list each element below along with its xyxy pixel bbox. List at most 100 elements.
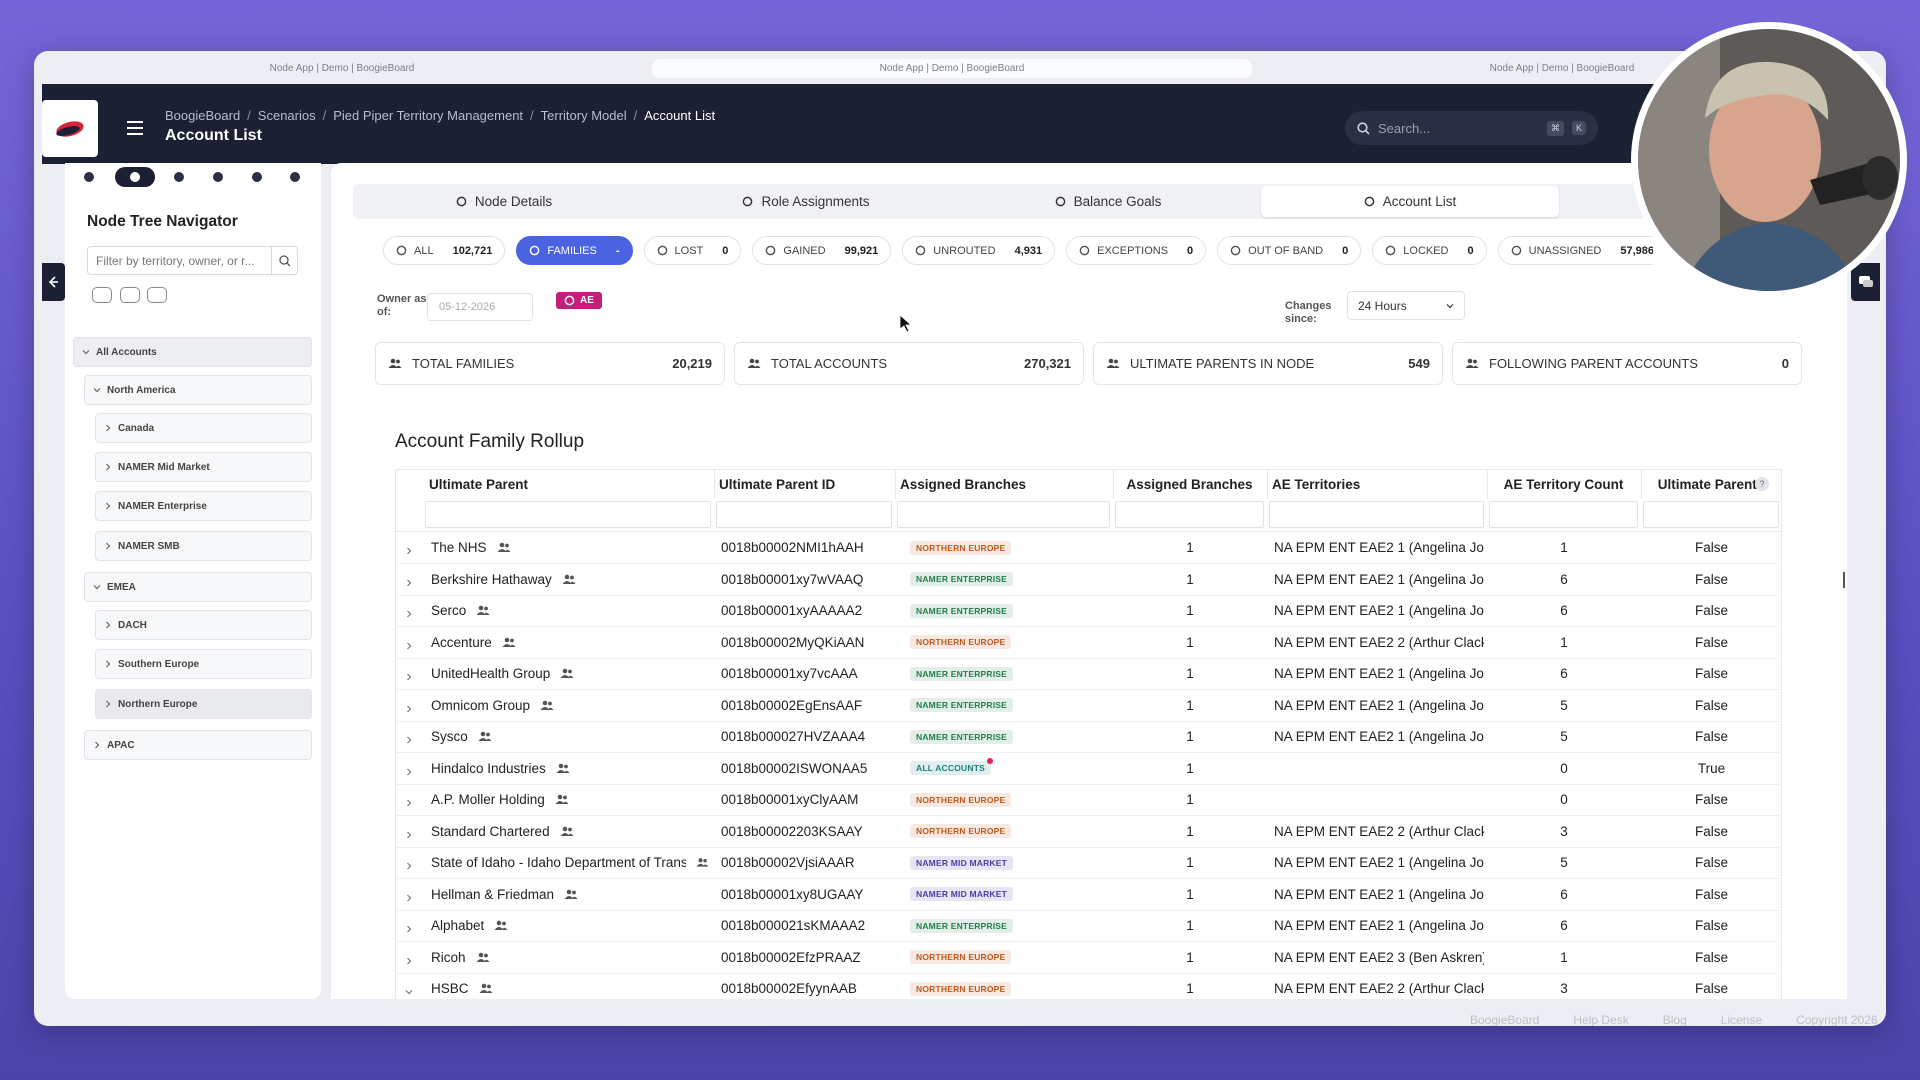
parent-name[interactable]: The NHS xyxy=(431,540,487,555)
breadcrumb[interactable]: BoogieBoard xyxy=(165,108,241,123)
footer-link[interactable]: Blog xyxy=(1662,1013,1687,1026)
tree-node[interactable]: NAMER Mid Market xyxy=(95,452,312,482)
parent-name[interactable]: Serco xyxy=(431,603,467,618)
tree-node[interactable]: Canada xyxy=(95,413,312,443)
parent-name[interactable]: HSBC xyxy=(431,981,469,996)
breadcrumb[interactable]: Pied Piper Territory Management xyxy=(333,108,524,123)
changes-select[interactable]: 24 Hours xyxy=(1347,291,1465,320)
filter-chip[interactable]: UNROUTED 4,931 xyxy=(902,236,1056,265)
tree-node[interactable]: Southern Europe xyxy=(95,649,312,679)
sidebar-tab[interactable] xyxy=(237,167,277,187)
parent-name[interactable]: Omnicom Group xyxy=(431,697,531,713)
tab[interactable]: Role Assignments xyxy=(657,186,955,217)
collapse-handle[interactable] xyxy=(42,263,65,301)
tree-node-label: EMEA xyxy=(107,581,136,593)
row-expander[interactable] xyxy=(405,889,415,901)
tree-node[interactable]: APAC xyxy=(84,730,312,760)
column-header[interactable]: Assigned Branches xyxy=(900,476,1027,492)
column-filter[interactable] xyxy=(1643,501,1779,528)
parent-name[interactable]: UnitedHealth Group xyxy=(431,666,551,681)
row-expander[interactable] xyxy=(405,542,415,555)
sidebar-tab[interactable] xyxy=(275,167,315,187)
tree-tool-button[interactable] xyxy=(92,287,112,303)
row-expander[interactable] xyxy=(405,605,415,618)
tree-tool-button[interactable] xyxy=(147,287,167,303)
column-filter[interactable] xyxy=(1115,501,1264,528)
sidebar-tab[interactable] xyxy=(198,167,238,187)
breadcrumb[interactable]: Territory Model xyxy=(540,108,627,123)
footer-link[interactable]: License xyxy=(1720,1013,1763,1026)
parent-name[interactable]: Accenture xyxy=(431,634,492,650)
column-header[interactable]: Ultimate Parent I xyxy=(1657,476,1765,492)
browser-tab[interactable]: Node App | Demo | BoogieBoard xyxy=(1489,63,1635,74)
row-expander[interactable] xyxy=(405,763,415,775)
tab[interactable]: Node Details xyxy=(355,186,653,217)
browser-tab[interactable]: Node App | Demo | BoogieBoard xyxy=(269,63,415,74)
parent-id: 0018b00002ISWONAA5 xyxy=(721,760,868,776)
sidebar-tab[interactable] xyxy=(69,167,109,187)
tab[interactable]: Balance Goals xyxy=(959,186,1257,217)
row-expander[interactable] xyxy=(405,952,415,964)
tree-node[interactable]: DACH xyxy=(95,610,312,640)
sidebar-tab[interactable] xyxy=(115,167,155,187)
filter-chip[interactable]: OUT OF BAND 0 xyxy=(1217,236,1362,265)
column-filter[interactable] xyxy=(1489,501,1638,528)
column-header[interactable]: AE Territory Count xyxy=(1503,476,1624,492)
filter-chip[interactable]: LOST 0 xyxy=(643,236,742,265)
column-header[interactable]: Assigned Branches xyxy=(1126,476,1253,492)
row-expander[interactable] xyxy=(405,920,415,933)
parent-name[interactable]: Hellman & Friedman xyxy=(431,886,555,902)
parent-name[interactable]: State of Idaho - Idaho Department of Tra… xyxy=(431,855,687,870)
menu-button[interactable] xyxy=(127,120,145,136)
tree-node[interactable]: Northern Europe xyxy=(95,689,312,719)
tree-node[interactable]: NAMER SMB xyxy=(95,531,312,561)
column-header[interactable]: Ultimate Parent xyxy=(429,476,529,492)
parent-name[interactable]: Berkshire Hathaway xyxy=(431,571,552,587)
column-header[interactable]: Ultimate Parent ID xyxy=(719,476,836,492)
row-expander[interactable] xyxy=(405,700,415,712)
row-expander[interactable] xyxy=(405,794,415,807)
parent-name[interactable]: Sysco xyxy=(431,729,468,744)
parent-name[interactable]: Ricoh xyxy=(431,949,466,965)
owner-badge[interactable]: AE xyxy=(556,292,602,309)
breadcrumb[interactable]: Scenarios xyxy=(257,108,316,123)
tree-node[interactable]: EMEA xyxy=(84,572,312,602)
filter-chip[interactable]: FAMILIES - xyxy=(516,236,633,265)
search-box[interactable]: Search... ⌘ K xyxy=(1345,111,1598,145)
owner-date[interactable]: 05-12-2026 xyxy=(427,293,533,321)
parent-name[interactable]: Alphabet xyxy=(431,918,485,933)
sidebar-tab[interactable] xyxy=(159,167,199,187)
row-expander[interactable] xyxy=(405,826,415,838)
column-filter[interactable] xyxy=(425,501,711,528)
filter-chip[interactable]: UNASSIGNED 57,986 xyxy=(1497,236,1653,265)
tree-node[interactable]: NAMER Enterprise xyxy=(95,491,312,521)
column-filter[interactable] xyxy=(1269,501,1484,528)
row-expander[interactable] xyxy=(405,668,415,681)
row-expander[interactable] xyxy=(405,731,415,744)
tree-node[interactable]: North America xyxy=(84,375,312,405)
column-filter[interactable] xyxy=(716,501,892,528)
row-expander[interactable] xyxy=(405,857,415,870)
parent-name[interactable]: A.P. Moller Holding xyxy=(431,792,545,807)
column-header[interactable]: AE Territories xyxy=(1272,476,1361,492)
row-expander[interactable] xyxy=(405,637,415,649)
filter-chip[interactable]: GAINED 99,921 xyxy=(752,236,892,265)
filter-chip[interactable]: ALL 102,721 xyxy=(383,236,506,265)
tree-filter[interactable]: Filter by territory, owner, or r... xyxy=(87,246,298,275)
column-filter[interactable] xyxy=(897,501,1110,528)
parent-name[interactable]: Hindalco Industries xyxy=(431,760,546,776)
row-expander[interactable] xyxy=(405,574,415,586)
row-expander[interactable] xyxy=(405,983,415,995)
chat-handle[interactable] xyxy=(1851,263,1880,301)
tree-node[interactable]: All Accounts xyxy=(73,337,312,367)
tab[interactable]: Account List xyxy=(1261,186,1559,217)
parent-name[interactable]: Standard Chartered xyxy=(431,823,550,839)
filter-chip[interactable]: EXCEPTIONS 0 xyxy=(1066,236,1207,265)
browser-tab[interactable]: Node App | Demo | BoogieBoard xyxy=(652,59,1252,78)
footer-link[interactable]: BoogieBoard xyxy=(1470,1013,1540,1026)
filter-chip[interactable]: LOCKED 0 xyxy=(1372,236,1487,265)
tree-tool-button[interactable] xyxy=(120,287,140,303)
footer-link[interactable]: Help Desk xyxy=(1573,1013,1629,1026)
tree-filter-search[interactable] xyxy=(271,247,297,274)
stat-card: ULTIMATE PARENTS IN NODE 549 xyxy=(1093,342,1443,385)
